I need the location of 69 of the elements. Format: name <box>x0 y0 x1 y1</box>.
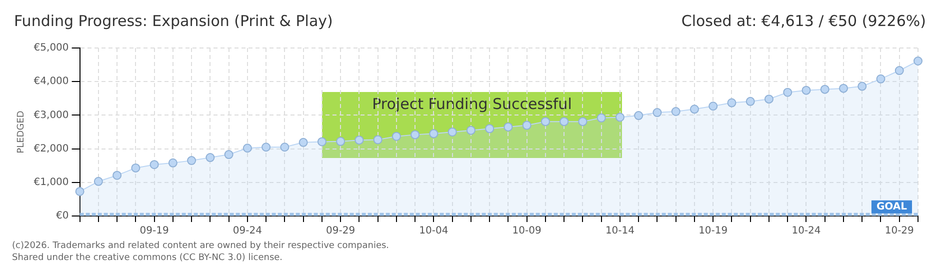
ref-line-label: GOAL <box>876 201 908 212</box>
point <box>242 144 252 153</box>
x-tick-label: 10-09 <box>512 226 542 237</box>
point <box>596 113 606 122</box>
point <box>858 82 867 91</box>
point <box>354 136 364 145</box>
y-tick-label: €5,000 <box>34 42 69 54</box>
point <box>168 158 178 168</box>
point <box>206 153 215 162</box>
point <box>820 84 830 94</box>
point <box>410 130 420 140</box>
text: Shared under the creative commons (CC BY-NC 3.0) license. <box>12 252 284 264</box>
point <box>540 117 550 126</box>
x-tick-label: 10-29 <box>884 226 914 237</box>
y-tick-label: €2,000 <box>34 143 69 154</box>
x-tick-label: 09-24 <box>232 226 262 237</box>
chart-title: Funding Progress: Expansion (Print & Play) <box>14 12 333 32</box>
point <box>280 142 290 152</box>
point <box>652 108 662 118</box>
point <box>560 117 569 126</box>
point <box>838 84 848 93</box>
point <box>578 117 588 126</box>
point <box>336 136 346 146</box>
point <box>317 137 326 146</box>
x-tick-label: 10-14 <box>605 226 634 237</box>
point <box>94 176 103 186</box>
point <box>373 135 382 144</box>
point <box>392 132 401 141</box>
point <box>262 142 271 152</box>
y-axis-title: PLEDGED <box>16 110 27 154</box>
point <box>615 112 624 122</box>
point <box>914 56 922 66</box>
x-tick-label: 10-24 <box>792 226 821 237</box>
point <box>224 150 234 160</box>
success-banner: Project Funding Successful <box>322 92 622 158</box>
point <box>802 86 811 95</box>
point <box>485 124 494 134</box>
point <box>690 104 699 114</box>
point <box>504 122 513 132</box>
x-tick-label: 10-04 <box>419 226 448 237</box>
point <box>448 128 457 136</box>
point <box>894 66 904 76</box>
y-tick-label: €4,000 <box>34 76 69 88</box>
point <box>75 186 84 196</box>
y-tick-label: €0 <box>56 210 69 222</box>
x-tick-label: 09-29 <box>326 226 356 237</box>
x-tick-label: 10-19 <box>698 226 728 237</box>
y-tick-label: €1,000 <box>34 176 69 188</box>
point <box>746 96 755 106</box>
point <box>634 111 644 120</box>
text: (c)2026. Trademarks and related content are owned by their respective companies. <box>12 240 390 252</box>
point <box>298 138 308 147</box>
chart-subtitle: Closed at: €4,613 / €50 (9226%) <box>681 12 926 32</box>
point <box>429 129 438 138</box>
point <box>150 160 159 170</box>
point <box>187 156 196 166</box>
point <box>876 74 886 84</box>
point <box>708 102 718 111</box>
point <box>522 120 532 130</box>
point <box>671 107 680 116</box>
point <box>727 98 736 108</box>
point <box>466 126 476 135</box>
annotation: Project Funding Successful <box>372 95 572 113</box>
point <box>112 170 122 180</box>
y-tick-label: €3,000 <box>34 110 69 121</box>
x-tick-label: 09-19 <box>140 226 169 237</box>
point <box>131 163 140 172</box>
point <box>764 94 774 104</box>
point <box>783 88 792 97</box>
